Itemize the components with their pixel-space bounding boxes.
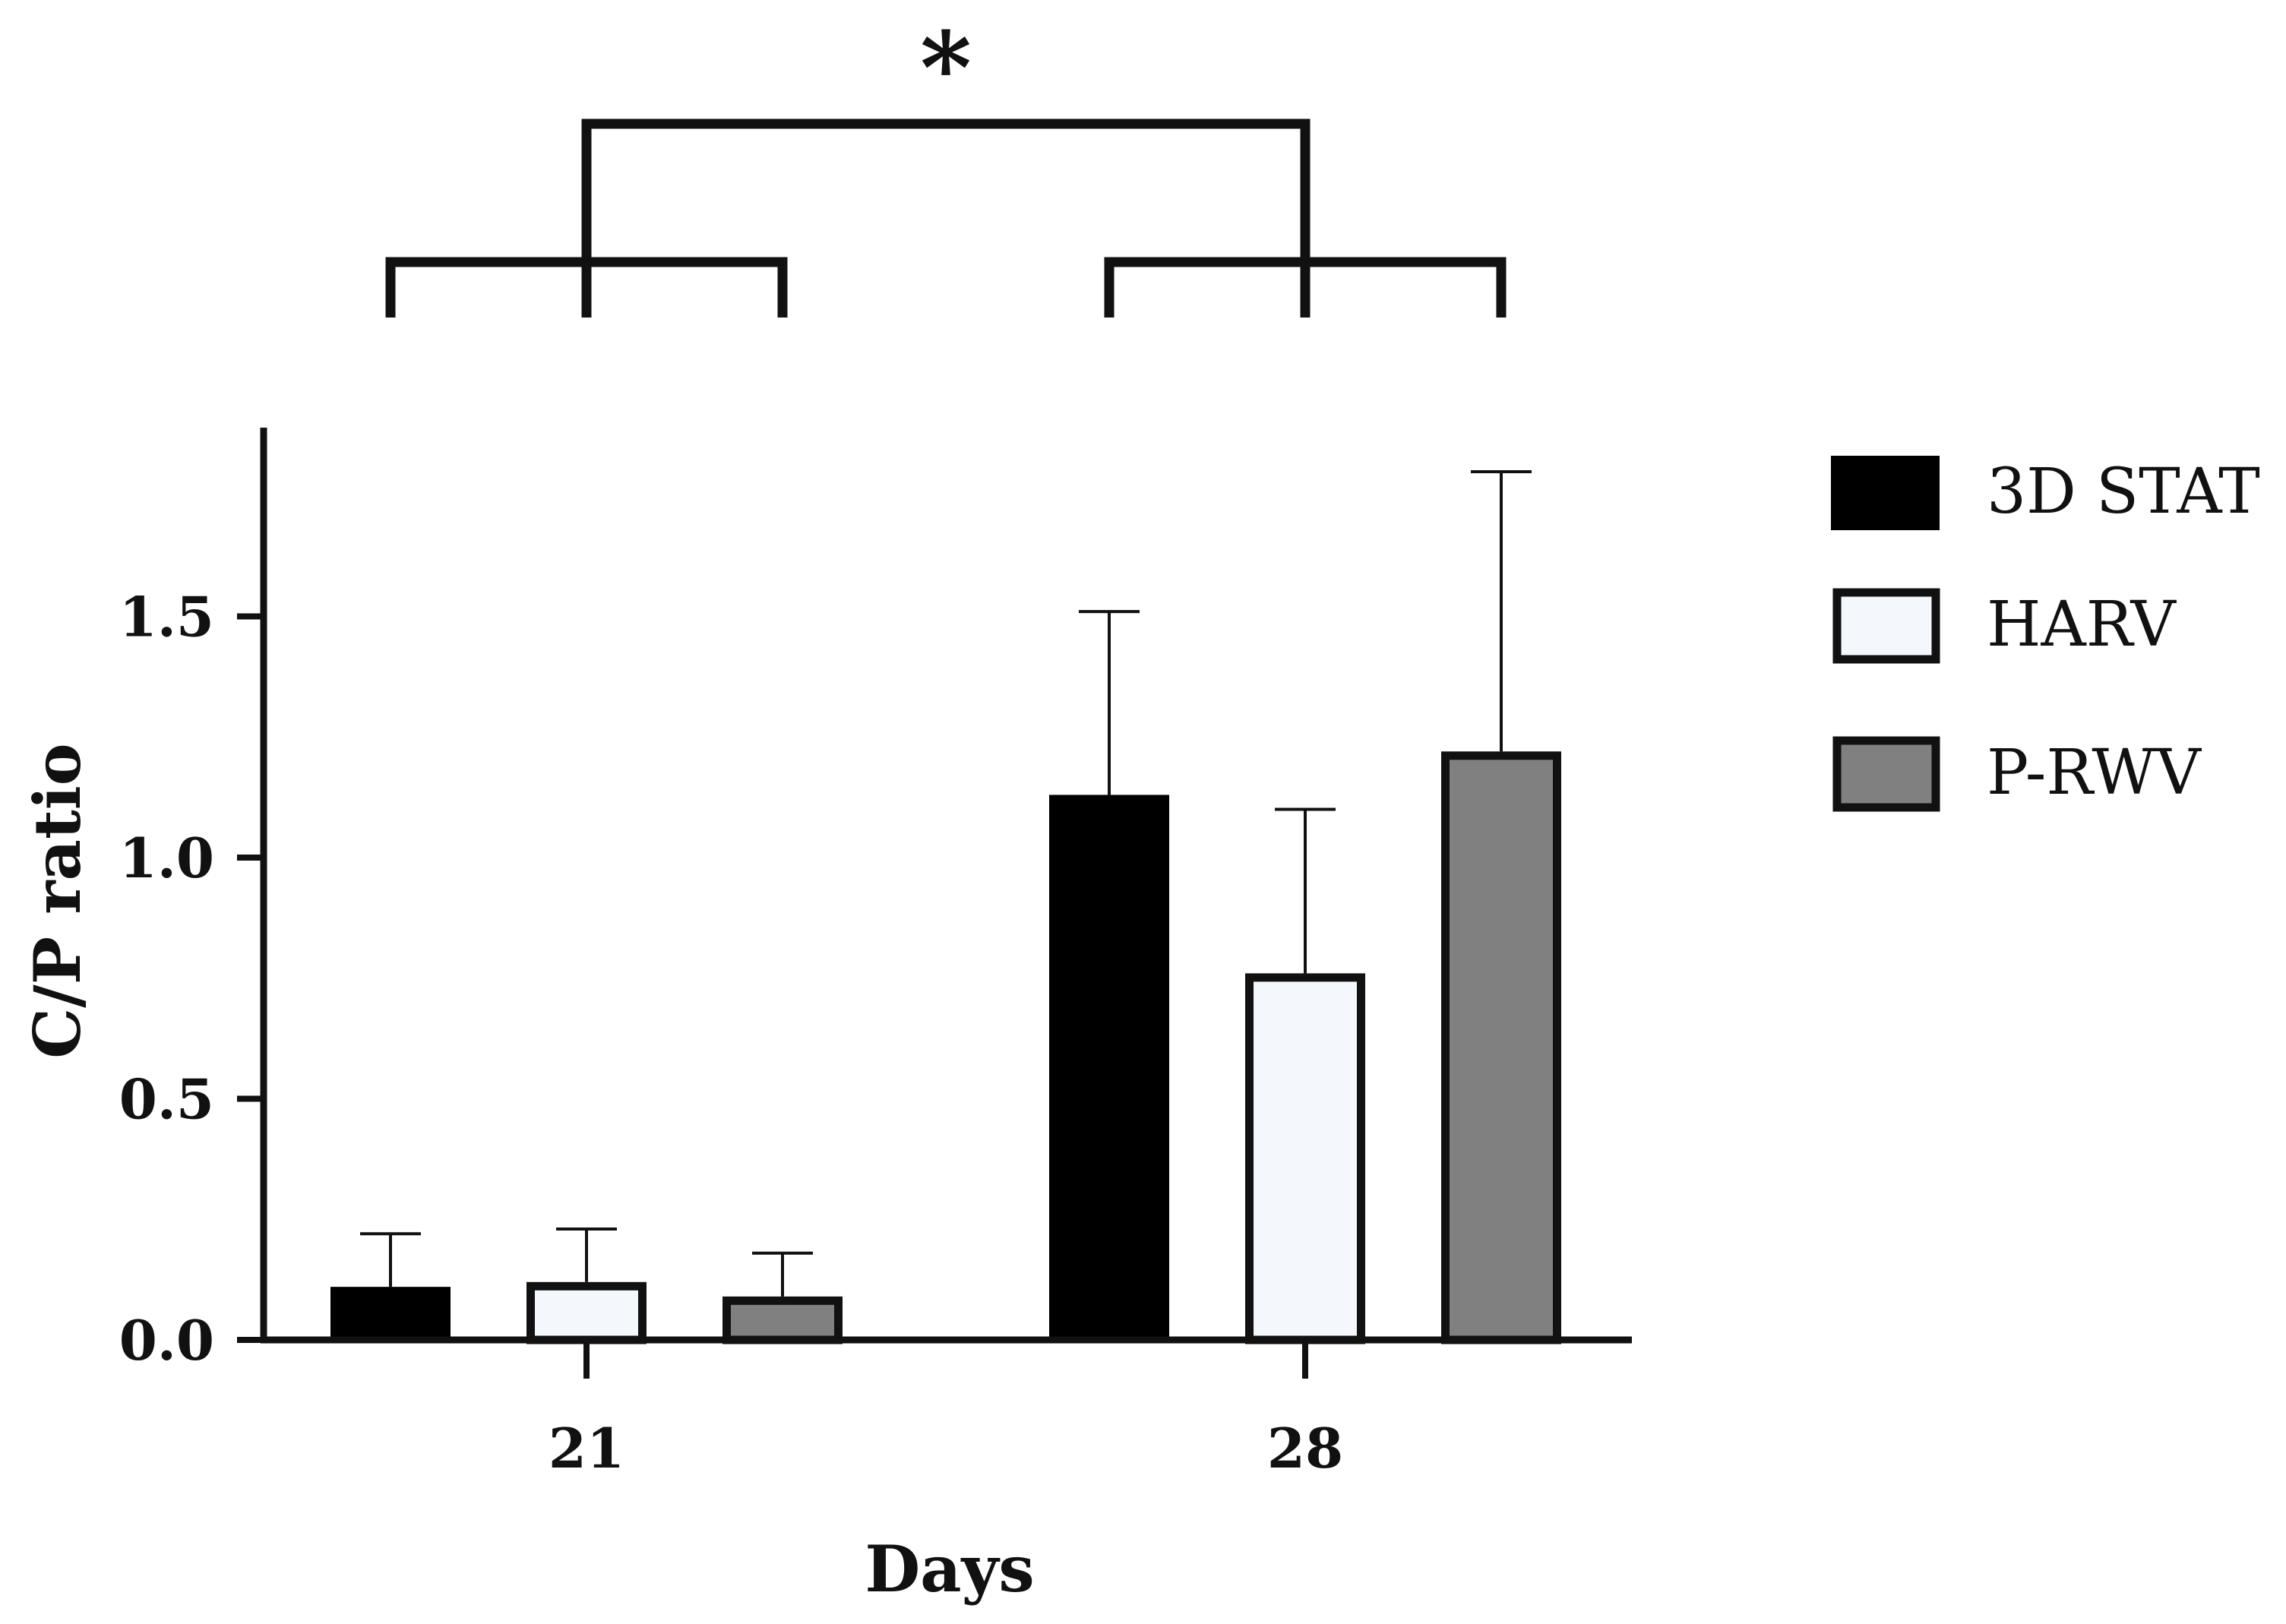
ticks-layer: 0.0 0.5 1.0 1.5 21 28 (119, 585, 1343, 1481)
legend-swatch (1832, 588, 1940, 664)
legend-label: HARV (1987, 589, 2177, 661)
legend-label: 3D STAT (1987, 456, 2260, 528)
legend-swatch (1831, 456, 1940, 530)
y-tick-label: 0.0 (119, 1308, 214, 1373)
legend-swatch (1832, 736, 1940, 812)
bar (1245, 973, 1365, 1344)
y-axis-title: C/P ratio (20, 743, 95, 1058)
x-axis-title: Days (865, 1531, 1034, 1607)
x-tick-label: 28 (1267, 1416, 1343, 1480)
bar (1441, 751, 1561, 1344)
axes-layer (260, 428, 1632, 1344)
error-bars-layer (360, 470, 1532, 1297)
bars-layer (330, 751, 1561, 1344)
bar (330, 1287, 451, 1340)
comparison-bracket (581, 118, 1311, 262)
x-tick-label: 21 (549, 1416, 624, 1480)
significance-bracket: * (385, 10, 1507, 318)
significance-star: * (920, 10, 972, 126)
legend: 3D STAT HARV P-RWV (1831, 456, 2260, 812)
bar (722, 1296, 843, 1344)
bar (1049, 795, 1169, 1340)
bar (526, 1281, 647, 1344)
y-tick-label: 1.5 (119, 585, 214, 649)
legend-label: P-RWV (1987, 737, 2202, 809)
y-tick-label: 1.0 (119, 826, 214, 890)
y-tick-label: 0.5 (119, 1067, 214, 1132)
